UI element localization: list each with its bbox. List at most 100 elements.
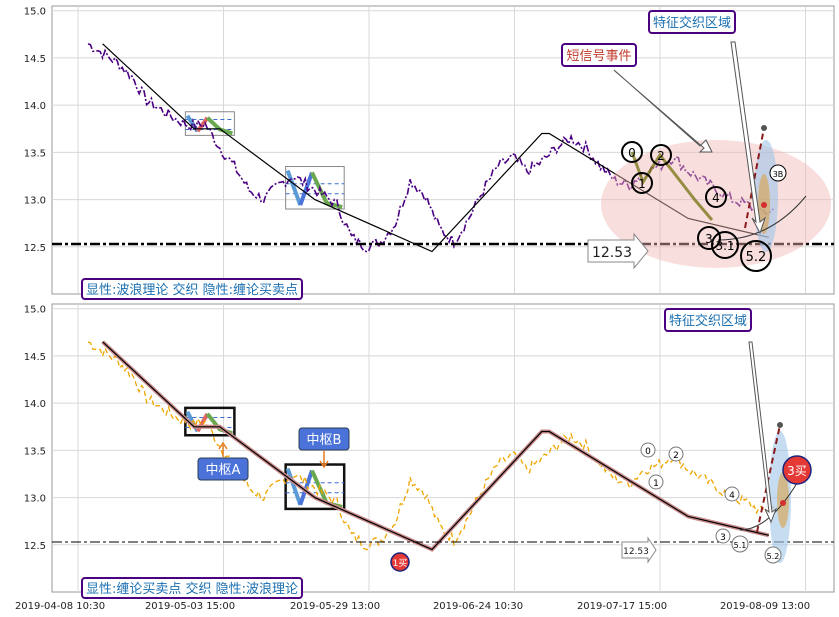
- top-wave-circle: 4: [705, 186, 727, 208]
- top-signal-point: [761, 125, 767, 131]
- svg-text:1: 1: [653, 479, 659, 489]
- bottom-price-series: [87, 341, 774, 551]
- top-interlace-callout: [648, 10, 736, 34]
- svg-text:4: 4: [729, 491, 735, 501]
- zhongshu-b-pointer: [319, 451, 329, 469]
- bottom-plot-area: [51, 303, 835, 593]
- zone-wave: [298, 469, 314, 506]
- bottom-x-tick-labels: 2019-04-08 10:30 2019-05-03 15:00 2019-05-…: [15, 601, 810, 612]
- bottom-wave-circle: 1: [648, 474, 664, 490]
- bottom-interlace-callout: [664, 308, 752, 332]
- top-wave-segment: [630, 151, 714, 221]
- bottom-wave-circle: 3: [715, 528, 731, 544]
- svg-text:2: 2: [673, 451, 679, 461]
- bottom-wave-circle: 5.2: [764, 546, 782, 564]
- zhongshu-a-text: 中枢A: [206, 463, 241, 478]
- bottom-1buy-marker: 1买: [390, 552, 410, 572]
- y-tick-label: 13.5: [24, 446, 46, 457]
- top-trend-line: [102, 43, 769, 253]
- y-tick-label: 15.0: [24, 7, 46, 18]
- bottom-3buy-marker: 3买: [782, 455, 812, 485]
- zhongshu-a-callout: [197, 457, 249, 481]
- svg-text:0: 0: [645, 447, 651, 457]
- top-wave-circle: 1: [631, 172, 653, 194]
- zone-box: [284, 463, 346, 511]
- bottom-interlace-text: 特征交织区域: [669, 313, 747, 329]
- bottom-signal-point: [777, 422, 783, 428]
- top-wave-circle: 5.2: [740, 240, 772, 272]
- y-tick-label: 14.5: [24, 352, 46, 363]
- top-short-signal-line: [744, 127, 765, 229]
- bottom-wave-circle: 2: [668, 446, 684, 462]
- bottom-wave-circle: 5.1: [731, 535, 749, 553]
- svg-text:5.1: 5.1: [734, 541, 747, 550]
- bottom-interlace-arrow: [748, 341, 778, 524]
- bottom-gridlines: [52, 304, 834, 592]
- bottom-legend-text: 显性:缠论买卖点 交织 隐性:波浪理论: [86, 581, 298, 597]
- svg-text:1买: 1买: [393, 558, 408, 569]
- zone-wave: [298, 171, 314, 206]
- y-tick-label: 15.0: [24, 305, 46, 316]
- bottom-y-tick-labels: 12.5 13.0 13.5 14.0 14.5 15.0: [24, 305, 46, 552]
- top-panel: 12.5 13.0 13.5 14.0 14.5 15.0 0 1 2 3 4 3.1 5…: [24, 5, 835, 300]
- svg-text:1: 1: [638, 177, 646, 191]
- zone-wave: [285, 467, 303, 506]
- top-small-circle: 3B: [769, 164, 787, 182]
- y-tick-label: 14.0: [24, 101, 46, 112]
- svg-text:3买: 3买: [787, 464, 807, 478]
- svg-text:3.1: 3.1: [715, 239, 734, 253]
- top-level-arrow: [587, 232, 649, 270]
- y-tick-label: 13.5: [24, 148, 46, 159]
- top-wave-circle: 3: [697, 226, 721, 250]
- top-price-series: [87, 43, 774, 253]
- svg-text:5.2: 5.2: [767, 552, 780, 561]
- bottom-wave-circle: 0: [640, 442, 656, 458]
- top-short-signal-text: 短信号事件: [566, 49, 631, 64]
- top-wave-circle: 3.1: [711, 231, 739, 259]
- svg-text:4: 4: [712, 191, 720, 205]
- y-tick-label: 13.0: [24, 196, 46, 207]
- zone-wave: [285, 169, 303, 206]
- svg-text:5.2: 5.2: [746, 250, 767, 265]
- y-tick-label: 12.5: [24, 243, 46, 254]
- x-tick-label: 2019-07-17 15:00: [577, 601, 667, 612]
- bottom-level-label: 12.53: [623, 547, 649, 557]
- y-tick-label: 12.5: [24, 541, 46, 552]
- y-tick-label: 14.0: [24, 399, 46, 410]
- bottom-legend-box: [81, 577, 303, 599]
- bottom-panel: 12.5 13.0 13.5 14.0 14.5 15.0 2019-04-08 10:3…: [15, 303, 835, 612]
- y-tick-label: 13.0: [24, 494, 46, 505]
- svg-text:3: 3: [705, 232, 713, 246]
- top-legend-text: 显性:波浪理论 交织 隐性:缠论买卖点: [86, 282, 298, 298]
- bottom-trend-line: [102, 341, 769, 551]
- top-wave-circle: 2: [650, 144, 672, 166]
- top-y-tick-labels: 12.5 13.0 13.5 14.0 14.5 15.0: [24, 7, 46, 254]
- y-tick-label: 14.5: [24, 54, 46, 65]
- svg-text:2: 2: [657, 149, 665, 163]
- x-tick-label: 2019-05-29 13:00: [290, 601, 380, 612]
- top-short-signal-callout: [561, 43, 637, 67]
- top-legend-box: [81, 278, 303, 300]
- x-tick-label: 2019-04-08 10:30: [15, 601, 105, 612]
- zhongshu-a-pointer: [218, 441, 228, 457]
- x-tick-label: 2019-05-03 15:00: [145, 601, 235, 612]
- top-interlace-text: 特征交织区域: [653, 15, 731, 31]
- top-interlace-arrow: [730, 41, 767, 235]
- top-signal-point: [761, 202, 767, 208]
- bottom-level-arrow: [621, 536, 657, 564]
- x-tick-label: 2019-08-09 13:00: [720, 601, 810, 612]
- zone-wave: [310, 171, 343, 209]
- top-wave-circle: 0: [621, 141, 643, 163]
- top-curve-line: [717, 195, 807, 241]
- zhongshu-b-text: 中枢B: [307, 433, 342, 448]
- svg-text:3B: 3B: [773, 170, 784, 179]
- bottom-signal-point: [780, 500, 786, 506]
- x-tick-label: 2019-06-24 10:30: [433, 601, 523, 612]
- svg-text:0: 0: [628, 146, 636, 160]
- top-level-label: 12.53: [592, 245, 632, 261]
- bottom-wave-circle: 4: [724, 486, 740, 502]
- svg-text:3: 3: [720, 533, 726, 543]
- top-short-signal-arrow: [613, 69, 713, 153]
- zhongshu-b-callout: [298, 427, 350, 451]
